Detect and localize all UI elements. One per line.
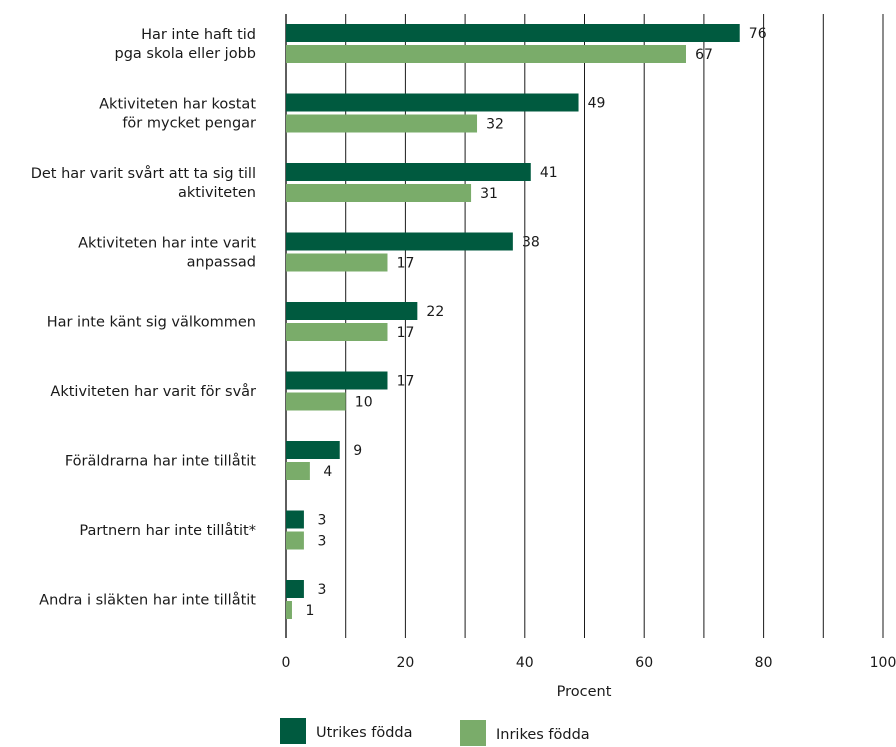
data-label: 1 <box>306 603 315 619</box>
data-label: 32 <box>486 117 504 133</box>
x-axis-ticks: 0 20 40 60 80 100 <box>282 655 896 671</box>
bar-utrikes <box>286 163 531 181</box>
category-label-line: aktiviteten <box>178 185 256 201</box>
category-label-line: Har inte haft tid <box>141 27 256 43</box>
category-label: Aktiviteten har varit för svår <box>50 383 256 400</box>
data-label: 17 <box>397 374 415 390</box>
data-label: 38 <box>522 235 540 251</box>
category-label-line: Det har varit svårt att ta sig till <box>31 165 256 182</box>
legend-swatch <box>280 718 306 744</box>
x-tick-label: 80 <box>755 655 773 671</box>
x-tick-label: 60 <box>635 655 653 671</box>
category-label-line: Aktiviteten har varit för svår <box>50 383 256 400</box>
data-label: 4 <box>323 464 332 480</box>
bar-utrikes <box>286 93 579 112</box>
data-label: 3 <box>317 582 326 598</box>
bars <box>286 24 740 619</box>
category-label: Har inte känt sig välkommen <box>47 315 256 331</box>
data-label: 22 <box>426 304 444 320</box>
category-label: Aktiviteten har inte varit anpassad <box>78 236 256 271</box>
data-label: 17 <box>397 325 415 341</box>
bar-inrikes <box>286 531 304 550</box>
category-label-line: anpassad <box>187 255 256 271</box>
category-label-line: Aktiviteten har inte varit <box>78 236 256 252</box>
data-label: 10 <box>355 395 373 411</box>
data-label: 9 <box>353 443 362 459</box>
category-label-line: Föräldrarna har inte tillåtit <box>65 453 256 470</box>
legend-label: Utrikes födda <box>316 725 413 741</box>
legend-label: Inrikes födda <box>496 727 590 743</box>
data-label: 49 <box>588 96 606 112</box>
x-tick-label: 20 <box>396 655 414 671</box>
bar-utrikes <box>286 24 740 42</box>
bar-utrikes <box>286 232 513 251</box>
category-label-line: Partnern har inte tillåtit* <box>79 522 256 539</box>
bar-utrikes <box>286 441 340 459</box>
bar-inrikes <box>286 392 346 411</box>
legend-swatch <box>460 720 486 746</box>
category-label-line: pga skola eller jobb <box>114 46 256 62</box>
bar-inrikes <box>286 114 478 133</box>
category-label: Föräldrarna har inte tillåtit <box>65 453 256 470</box>
bar-utrikes <box>286 510 304 529</box>
bar-inrikes <box>286 45 686 63</box>
data-label: 76 <box>749 26 767 42</box>
category-label-line: för mycket pengar <box>122 116 256 132</box>
x-tick-label: 0 <box>282 655 291 671</box>
x-tick-label: 100 <box>870 655 896 671</box>
bar-inrikes <box>286 253 388 272</box>
data-label: 67 <box>695 47 713 63</box>
data-label: 17 <box>397 256 415 272</box>
x-axis-title: Procent <box>557 684 612 700</box>
category-label-line: Andra i släkten har inte tillåtit <box>39 592 256 609</box>
category-label: Har inte haft tid pga skola eller jobb <box>114 27 256 62</box>
bar-utrikes <box>286 580 304 598</box>
category-label: Aktiviteten har kostat för mycket pengar <box>99 97 256 132</box>
category-label-line: Aktiviteten har kostat <box>99 97 256 113</box>
data-label: 3 <box>317 513 326 529</box>
bar-utrikes <box>286 302 418 320</box>
category-label: Det har varit svårt att ta sig till aktiv… <box>31 165 256 201</box>
category-labels: Har inte haft tid pga skola eller jobb Akt… <box>31 27 257 609</box>
bar-inrikes <box>286 462 310 480</box>
bar-inrikes <box>286 184 472 202</box>
bar-utrikes <box>286 371 388 390</box>
category-label-line: Har inte känt sig välkommen <box>47 315 256 331</box>
data-label: 31 <box>480 186 498 202</box>
x-tick-label: 40 <box>516 655 534 671</box>
bar-inrikes <box>286 601 292 619</box>
category-label: Andra i släkten har inte tillåtit <box>39 592 256 609</box>
data-label: 3 <box>317 534 326 550</box>
data-label: 41 <box>540 165 558 181</box>
legend: Utrikes födda Inrikes födda <box>280 718 590 746</box>
category-label: Partnern har inte tillåtit* <box>79 522 256 539</box>
bar-inrikes <box>286 323 388 341</box>
